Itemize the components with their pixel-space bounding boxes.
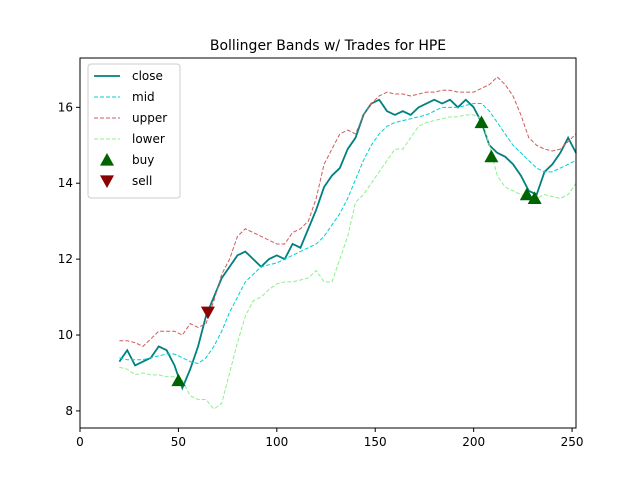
x-tick-label: 0 xyxy=(76,435,84,449)
series-line xyxy=(119,103,577,365)
trade-marker xyxy=(527,191,542,205)
trade-marker xyxy=(484,149,499,163)
y-tick-label: 8 xyxy=(65,404,73,418)
y-tick-label: 12 xyxy=(58,252,73,266)
trade-marker xyxy=(200,306,215,320)
legend-label: sell xyxy=(132,174,152,188)
legend-label: buy xyxy=(132,153,154,167)
x-tick-label: 50 xyxy=(171,435,186,449)
legend-label: mid xyxy=(132,90,155,104)
y-tick-label: 14 xyxy=(58,176,73,190)
x-tick-label: 250 xyxy=(561,435,584,449)
series-line xyxy=(119,76,577,348)
y-tick-label: 16 xyxy=(58,100,73,114)
legend-label: close xyxy=(132,69,163,83)
trade-marker xyxy=(519,187,534,201)
legend-marker xyxy=(100,175,114,188)
chart-title: Bollinger Bands w/ Trades for HPE xyxy=(210,38,446,54)
y-tick-label: 10 xyxy=(58,328,73,342)
legend-label: lower xyxy=(132,132,165,146)
trade-marker xyxy=(171,373,186,387)
x-tick-label: 100 xyxy=(265,435,288,449)
series-line xyxy=(119,114,577,410)
x-tick-label: 200 xyxy=(462,435,485,449)
axes-frame xyxy=(79,57,577,429)
legend-label: upper xyxy=(132,111,167,125)
legend-marker xyxy=(100,153,114,166)
x-tick-label: 150 xyxy=(364,435,387,449)
series-line xyxy=(118,98,577,391)
trade-marker xyxy=(474,115,489,129)
